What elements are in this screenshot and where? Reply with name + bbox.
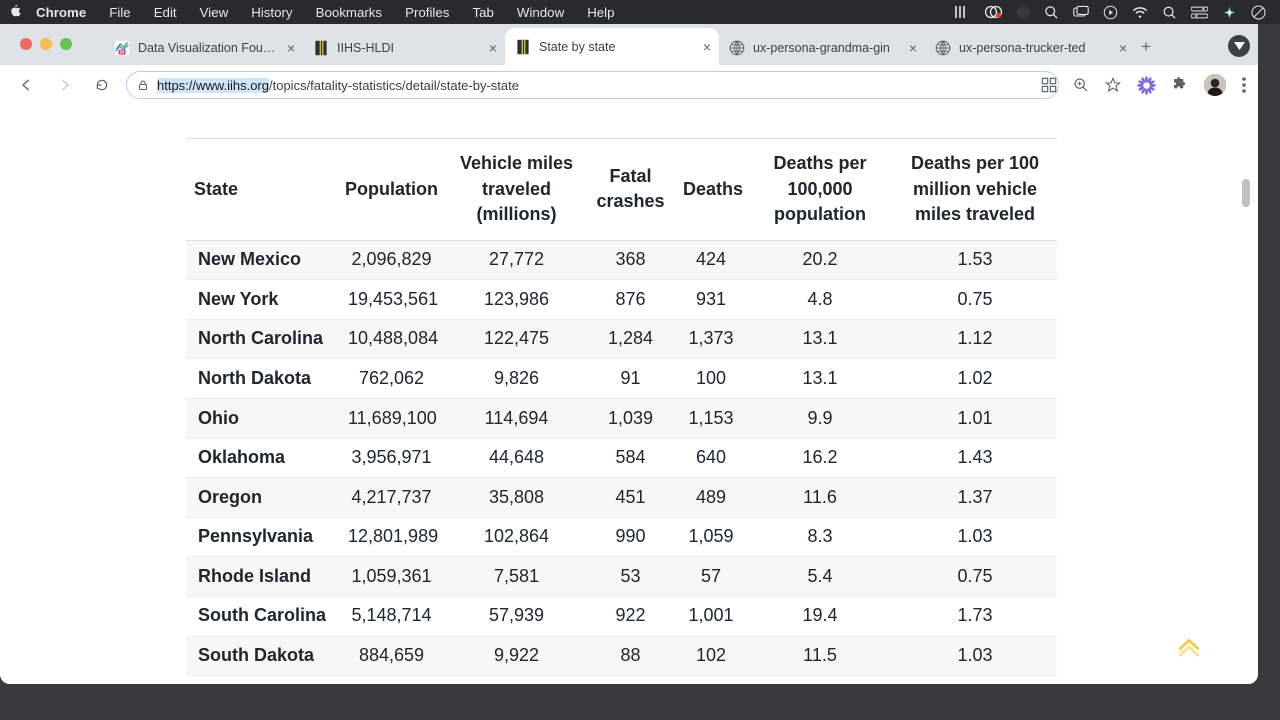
svg-text:20: 20	[120, 50, 125, 55]
